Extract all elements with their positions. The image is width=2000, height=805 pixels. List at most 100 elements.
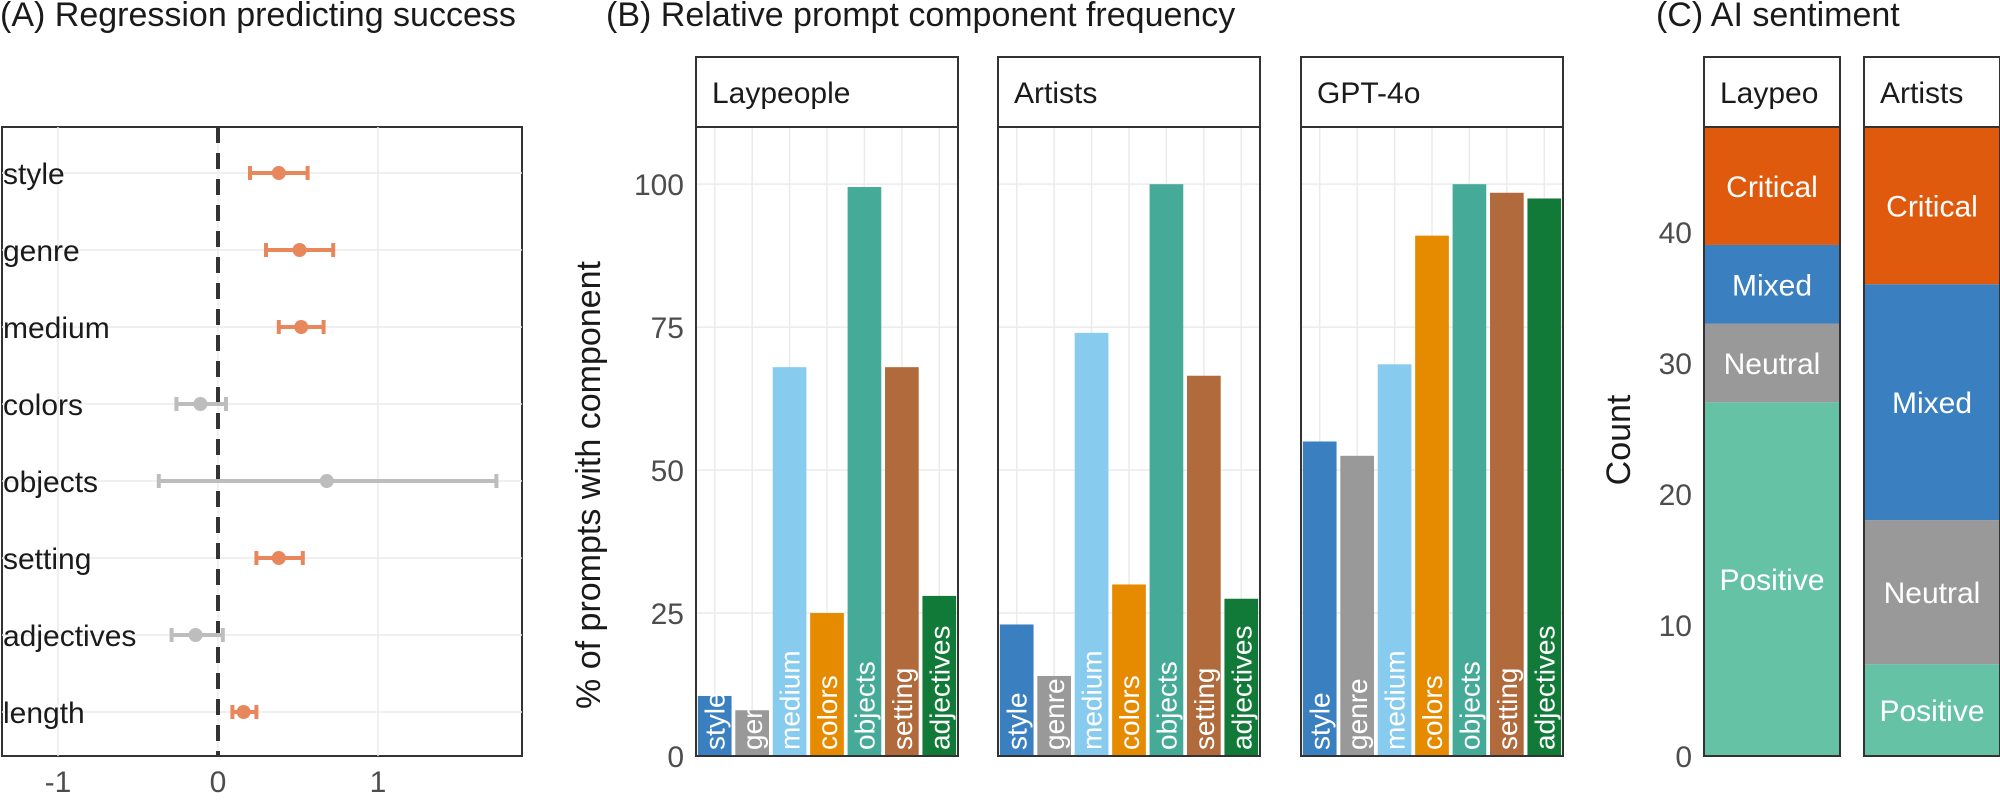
facet-strip <box>1863 56 2000 128</box>
bar <box>1340 455 1374 756</box>
bar <box>1074 332 1109 756</box>
y-tick-label: 10 <box>1659 610 1692 643</box>
bar-label: genre <box>1039 678 1070 750</box>
facet-strip-label: GPT-4o <box>1317 77 1420 110</box>
segment-label: Critical <box>1886 191 1978 224</box>
bar <box>1187 375 1221 756</box>
bar-label: medium <box>1380 650 1411 750</box>
segment-label: Mixed <box>1892 387 1972 420</box>
panel-c-y-ticks: 0 10 20 30 40 <box>1659 217 1692 774</box>
facet-0: Laypeople style ger medium colors objects sett… <box>695 56 959 757</box>
panel-a-frame <box>1 126 523 757</box>
stacked-segment <box>1864 520 2000 665</box>
facet-border <box>997 126 1261 757</box>
y-tick-label: 20 <box>1659 479 1692 512</box>
bar-label: setting <box>887 668 918 751</box>
facet-strip-label: Artists <box>1014 77 1097 110</box>
panel-a-title: (A) Regression predicting success <box>0 0 516 34</box>
y-tick-label: 30 <box>1659 348 1692 381</box>
facet-border <box>1863 126 2000 757</box>
row-label: objects <box>3 466 98 499</box>
stacked-segment <box>1704 402 1840 756</box>
bar-label: colors <box>1114 675 1145 750</box>
bar-label: objects <box>1151 661 1182 750</box>
bar-label: objects <box>849 661 880 750</box>
row-label: colors <box>3 389 83 422</box>
x-tick-label: -1 <box>45 766 72 799</box>
panel-b-y-ticks: 0 25 50 75 100 <box>634 169 684 774</box>
facet-1: Artists style genre medium colors objects sett… <box>997 56 1261 757</box>
facet-strip <box>1300 56 1564 128</box>
bar-label: style <box>1002 692 1033 750</box>
y-tick-label: 25 <box>651 598 684 631</box>
row-label: genre <box>3 235 80 268</box>
panel-a-marks: style genre medium colors objects setting adje… <box>3 158 499 730</box>
y-tick-label: 100 <box>634 169 684 202</box>
bar-label: medium <box>1077 650 1108 750</box>
bar-label: setting <box>1492 668 1523 751</box>
stacked-segment <box>1864 284 2000 521</box>
bar <box>772 367 807 756</box>
bar-label: medium <box>775 650 806 750</box>
bar-label: adjectives <box>924 625 955 750</box>
segment-label: Critical <box>1726 171 1818 204</box>
bar-label: adjectives <box>1529 625 1560 750</box>
bar <box>847 187 882 757</box>
panel-b-title: (B) Relative prompt component frequency <box>606 0 1235 34</box>
panel-c-title: (C) AI sentiment <box>1656 0 1900 34</box>
bar <box>1302 441 1337 756</box>
bar <box>735 710 769 756</box>
facet-border <box>1703 126 1841 757</box>
bar <box>999 624 1034 756</box>
bar-label: style <box>700 692 731 750</box>
estimate-point <box>188 628 203 642</box>
bar <box>1377 364 1412 756</box>
bar <box>1037 675 1071 756</box>
bar-label: adjectives <box>1226 625 1257 750</box>
stacked-segment <box>1704 127 1840 245</box>
segment-label: Positive <box>1719 564 1824 597</box>
segment-label: Neutral <box>1724 348 1821 381</box>
stacked-segment <box>1864 127 2000 285</box>
sentiment-facet-0: Laypeo Positive Neutral Mixed Critical <box>1703 56 1841 757</box>
row-label: medium <box>3 312 110 345</box>
estimate-point <box>193 397 208 411</box>
x-tick-label: 1 <box>370 766 387 799</box>
bar-label: colors <box>1417 675 1448 750</box>
y-tick-label: 50 <box>651 455 684 488</box>
panel-b: (B) Relative prompt component frequency … <box>570 0 1564 774</box>
bar <box>1452 184 1487 756</box>
bar <box>1112 584 1146 756</box>
panel-c: (C) AI sentiment Count 0 10 20 30 40 Laypeo P… <box>1600 0 2000 774</box>
stacked-segment <box>1704 244 1840 324</box>
facet-border <box>1300 126 1564 757</box>
facet-2: GPT-4o style genre medium colors objects setti… <box>1300 56 1564 757</box>
bar <box>885 367 919 756</box>
bar-label: style <box>1305 692 1336 750</box>
panel-c-facets: LaypeoPositiveNeutralMixedCriticalArtist… <box>1703 56 2000 757</box>
bar <box>1527 198 1562 756</box>
y-tick-label: 40 <box>1659 217 1692 250</box>
facet-strip-label: Laypeo <box>1720 77 1818 110</box>
bar-label: objects <box>1454 661 1485 750</box>
panel-b-y-axis-label: % of prompts with component <box>570 261 608 709</box>
x-tick-label: 0 <box>210 766 227 799</box>
row-label: adjectives <box>3 620 136 653</box>
row-label: length <box>3 697 85 730</box>
sentiment-facet-1: Artists Positive Neutral Mixed Critical <box>1863 56 2000 757</box>
bar <box>697 695 732 756</box>
bar-label: ger <box>737 710 768 750</box>
y-tick-label: 75 <box>651 312 684 345</box>
stacked-segment <box>1704 323 1840 403</box>
facet-strip-label: Laypeople <box>712 77 850 110</box>
segment-label: Neutral <box>1884 577 1981 610</box>
row-label: style <box>3 158 65 191</box>
estimate-point <box>271 166 286 180</box>
bar <box>1149 184 1184 756</box>
panel-c-y-axis-label: Count <box>1600 394 1638 485</box>
estimate-point <box>271 551 286 565</box>
facet-border <box>695 126 959 757</box>
bar <box>810 613 844 756</box>
